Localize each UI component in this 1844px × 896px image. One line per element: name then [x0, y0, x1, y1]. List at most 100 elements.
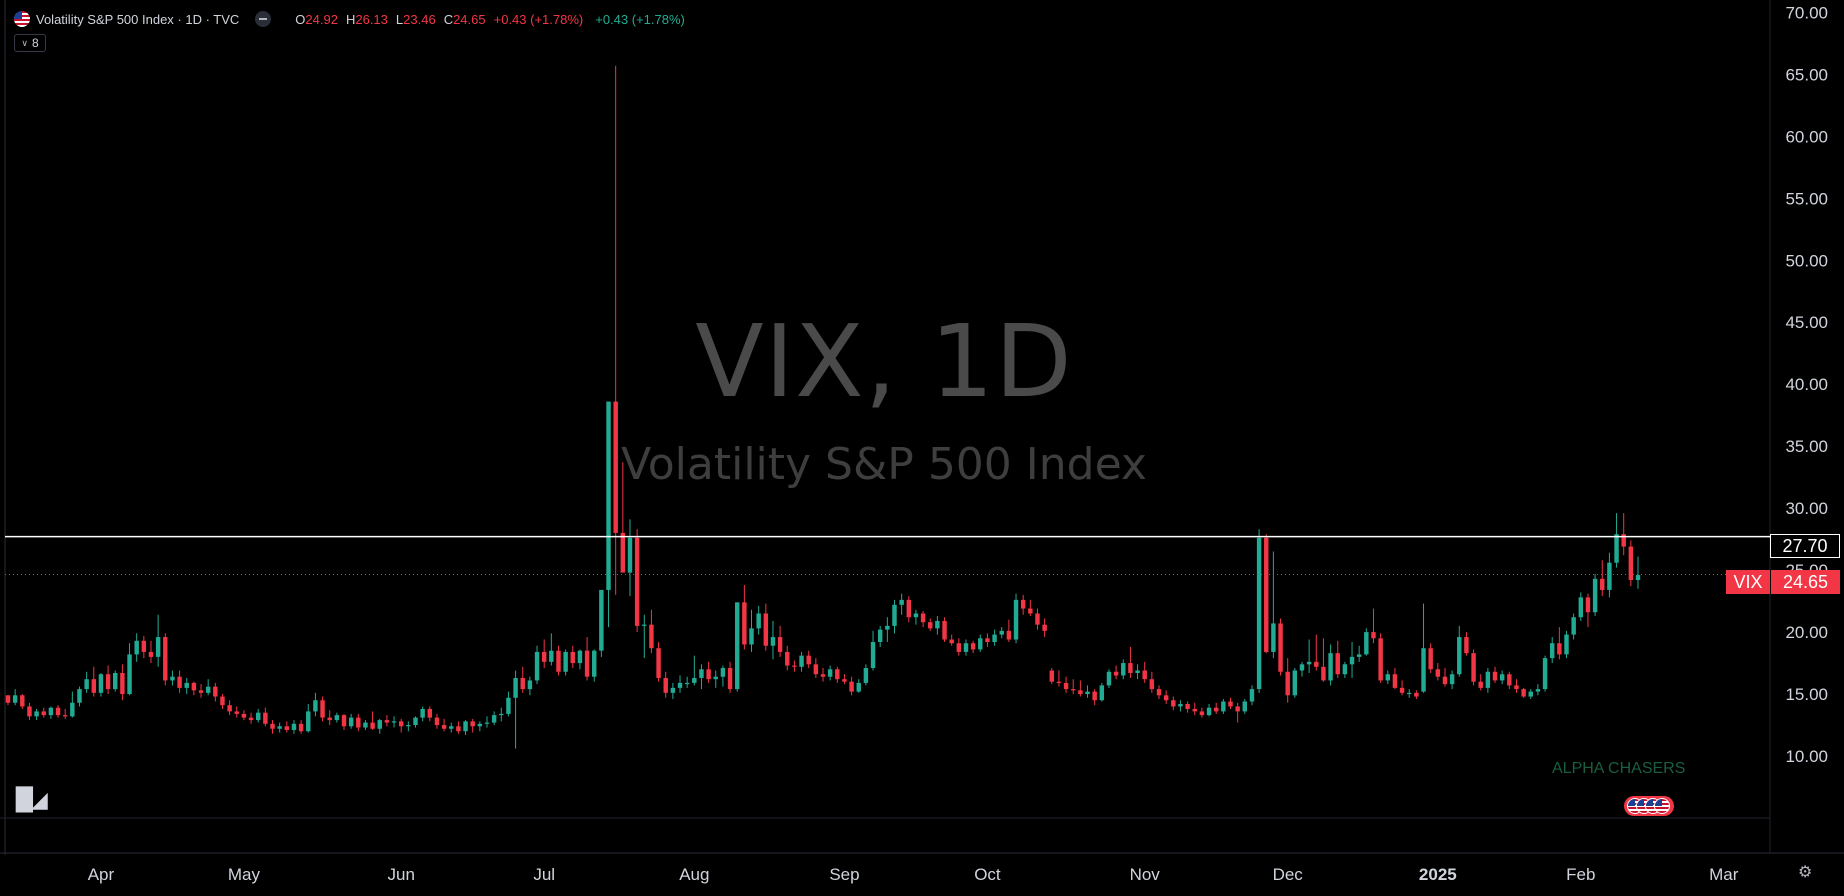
candle-body: [556, 650, 561, 672]
x-tick-label: May: [228, 865, 261, 884]
candle-body: [134, 640, 139, 655]
candle-body: [127, 654, 132, 695]
candle-body: [1342, 664, 1348, 675]
candle-body: [920, 613, 926, 623]
y-tick-label: 45.00: [1785, 313, 1828, 332]
candle-body: [613, 401, 618, 533]
candle-body: [842, 679, 847, 682]
candle-body: [763, 613, 769, 646]
gear-icon[interactable]: ⚙: [1798, 864, 1813, 881]
candle-series: [5, 65, 1641, 749]
symbol-price-label: VIX: [1726, 570, 1770, 594]
x-tick-label: Jun: [387, 865, 414, 884]
candle-body: [742, 602, 747, 645]
candle-body: [1378, 638, 1383, 681]
change-value: +0.43 (+1.78%): [493, 11, 584, 27]
candle-body: [1414, 692, 1419, 697]
indicators-toggle-button[interactable]: ∨ 8: [14, 34, 46, 52]
candle-body: [663, 677, 668, 693]
high-value: 26.13: [355, 11, 388, 27]
candle-body: [248, 717, 254, 721]
candle-body: [84, 679, 89, 690]
open-key: O: [295, 11, 306, 27]
candle-body: [642, 624, 647, 626]
candle-body: [1171, 700, 1176, 707]
candle-body: [1156, 689, 1162, 696]
candle-body: [1485, 671, 1491, 688]
candle-body: [985, 638, 990, 643]
candle-body: [1306, 661, 1312, 665]
market-status-badge[interactable]: [1624, 796, 1674, 816]
candle-body: [1442, 676, 1448, 685]
candle-body: [770, 637, 776, 646]
candle-body: [1457, 637, 1462, 675]
candle-body: [713, 676, 718, 680]
candle-body: [549, 650, 554, 662]
candle-body: [1314, 661, 1319, 667]
candle-body: [1199, 711, 1205, 716]
candle-body: [1163, 695, 1169, 701]
candle-body: [391, 721, 397, 723]
candle-body: [1049, 670, 1054, 682]
candle-body: [256, 712, 261, 721]
candle-body: [213, 686, 218, 697]
candle-body: [1478, 681, 1483, 688]
candle-body: [606, 401, 611, 590]
candle-body: [1020, 599, 1026, 609]
candle-body: [1056, 681, 1062, 683]
candle-body: [885, 625, 890, 630]
candle-body: [656, 648, 661, 678]
candle-body: [506, 697, 511, 714]
candle-body: [756, 613, 761, 629]
candle-body: [427, 708, 433, 718]
x-tick-label: Aug: [679, 865, 709, 884]
series-title[interactable]: Volatility S&P 500 Index · 1D · TVC: [36, 11, 240, 27]
tradingview-logo-icon[interactable]: █◢: [16, 788, 48, 813]
candle-body: [899, 599, 904, 605]
candle-body: [892, 604, 897, 626]
y-tick-label: 50.00: [1785, 251, 1828, 270]
candle-body: [1571, 617, 1576, 635]
candle-body: [1135, 670, 1140, 673]
ref-line-price-tag: 27.70: [1770, 534, 1840, 558]
candle-body: [170, 676, 175, 681]
time-axis[interactable]: AprMayJunJulAugSepOctNovDec2025FebMarApr: [88, 865, 1844, 884]
candle-body: [1557, 643, 1562, 655]
y-tick-label: 70.00: [1785, 3, 1828, 22]
candle-body: [599, 589, 604, 651]
candle-body: [1264, 537, 1269, 652]
candle-body: [970, 643, 976, 650]
candle-body: [1028, 608, 1033, 614]
candle-body: [584, 650, 590, 677]
candle-body: [70, 702, 75, 717]
candle-body: [992, 634, 997, 643]
candle-body: [1621, 534, 1626, 547]
candle-body: [627, 537, 633, 573]
candle-body: [306, 711, 311, 732]
candle-body: [777, 637, 783, 652]
hide-series-icon[interactable]: [255, 11, 272, 27]
candle-body: [592, 650, 597, 677]
y-tick-label: 15.00: [1785, 685, 1828, 704]
candle-body: [570, 651, 575, 664]
candle-body: [470, 721, 475, 727]
candle-body: [913, 613, 919, 618]
candle-body: [441, 725, 447, 729]
candle-body: [1321, 666, 1326, 681]
candle-body: [1299, 664, 1305, 671]
candle-body: [1128, 663, 1133, 673]
candle-body: [141, 640, 147, 652]
candle-body: [184, 682, 189, 688]
candle-body: [12, 695, 18, 703]
candle-body: [1099, 685, 1105, 701]
candle-body: [1528, 691, 1533, 697]
series-legend[interactable]: Volatility S&P 500 Index · 1D · TVC O 24.…: [14, 8, 685, 30]
alpha-chasers-brand: ALPHA CHASERS: [1552, 760, 1686, 777]
y-tick-label: 65.00: [1785, 65, 1828, 84]
candle-body: [313, 700, 318, 712]
y-tick-label: 60.00: [1785, 127, 1828, 146]
candle-body: [1421, 648, 1426, 692]
candle-body: [356, 717, 361, 728]
